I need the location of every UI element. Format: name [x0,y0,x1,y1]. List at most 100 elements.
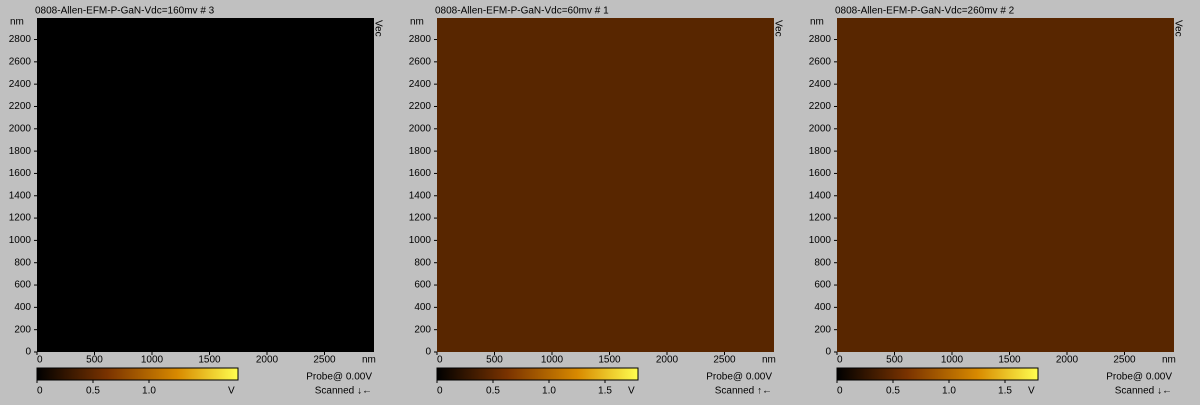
x-tick-label: 1000 [941,355,964,366]
x-tick-label: 2500 [313,355,336,366]
colorbar-tick-label: 1.0 [942,386,956,397]
y-tick-label: 2200 [9,101,32,112]
x-tick-label: 500 [486,355,503,366]
y-tick-label: 400 [14,302,31,313]
x-tick-label: 2000 [1056,355,1079,366]
y-tick-label: 2600 [9,56,32,67]
scan-panel: 0808-Allen-EFM-P-GaN-Vdc=60mv # 1 nm Vec 0 2… [409,6,784,397]
y-tick-label: 2000 [9,123,32,134]
y-tick-label: 600 [814,280,831,291]
scan-direction: Scanned ↓← [315,386,372,397]
colorbar-tick-label: 0.5 [86,386,100,397]
colorbar-tick-label: 1.0 [542,386,556,397]
y-tick-label: 600 [414,280,431,291]
x-unit: nm [362,355,376,366]
x-tick-label: 2000 [256,355,279,366]
scan-image [437,18,774,352]
panel-title: 0808-Allen-EFM-P-GaN-Vdc=60mv # 1 [435,6,609,17]
x-tick-label: 0 [37,355,43,366]
scan-panel: 0808-Allen-EFM-P-GaN-Vdc=260mv # 2 nm Vec 0… [809,6,1184,397]
y-tick-label: 1200 [809,213,832,224]
side-label: Vec [772,20,783,37]
colorbar [836,367,1039,381]
y-tick-label: 2400 [809,79,832,90]
y-tick-label: 2800 [409,34,432,45]
y-tick-label: 200 [414,324,431,335]
x-tick-label: 2500 [1113,355,1136,366]
y-tick-label: 1800 [409,146,432,157]
colorbar-tick-label: 0.5 [886,386,900,397]
colorbar-tick-label: 1.0 [142,386,156,397]
x-tick-label: 500 [86,355,103,366]
scan-image [837,18,1174,352]
y-tick-label: 0 [825,347,831,358]
x-tick-label: 1500 [998,355,1021,366]
x-tick-label: 2500 [713,355,736,366]
side-label: Vec [1172,20,1183,37]
y-tick-label: 200 [14,324,31,335]
y-tick-label: 1400 [409,190,432,201]
y-unit: nm [10,17,24,28]
y-tick-label: 2800 [9,34,32,45]
y-tick-label: 2400 [9,79,32,90]
y-tick-label: 2400 [409,79,432,90]
colorbar-tick-label: 1.5 [598,386,612,397]
y-tick-label: 2600 [409,56,432,67]
side-label: Vec [372,20,383,37]
x-tick-label: 1000 [141,355,164,366]
y-tick-label: 1800 [9,146,32,157]
probe-setting: Probe@ 0.00V [1106,372,1172,383]
y-tick-label: 800 [414,257,431,268]
y-unit: nm [410,17,424,28]
y-tick-label: 1600 [809,168,832,179]
x-tick-label: 1500 [598,355,621,366]
x-unit: nm [762,355,776,366]
y-tick-label: 1600 [409,168,432,179]
colorbar-unit: V [228,386,235,397]
y-tick-label: 2200 [809,101,832,112]
y-tick-label: 1200 [9,213,32,224]
y-tick-label: 600 [14,280,31,291]
y-tick-label: 1400 [809,190,832,201]
scan-direction: Scanned ↓← [1115,386,1172,397]
x-tick-label: 2000 [656,355,679,366]
scan-image [37,18,374,352]
colorbar-tick-label: 0 [837,386,843,397]
x-tick-label: 1000 [541,355,564,366]
y-tick-label: 800 [814,257,831,268]
panel-title: 0808-Allen-EFM-P-GaN-Vdc=160mv # 3 [35,6,215,17]
colorbar-tick-label: 0.5 [486,386,500,397]
y-tick-label: 2000 [409,123,432,134]
colorbar [436,367,639,381]
colorbar-tick-label: 0 [37,386,43,397]
colorbar-tick-label: 1.5 [998,386,1012,397]
y-tick-label: 1000 [809,235,832,246]
y-tick-label: 1200 [409,213,432,224]
y-tick-label: 800 [14,257,31,268]
colorbar [36,367,239,381]
colorbar-tick-label: 0 [437,386,443,397]
probe-setting: Probe@ 0.00V [706,372,772,383]
y-tick-label: 1800 [809,146,832,157]
x-tick-label: 0 [437,355,443,366]
y-tick-label: 0 [25,347,31,358]
y-tick-label: 1000 [409,235,432,246]
x-tick-label: 500 [886,355,903,366]
y-tick-label: 200 [814,324,831,335]
scan-direction: Scanned ↑← [715,386,772,397]
x-tick-label: 0 [837,355,843,366]
x-unit: nm [1162,355,1176,366]
probe-setting: Probe@ 0.00V [306,372,372,383]
y-tick-label: 400 [814,302,831,313]
x-tick-label: 1500 [198,355,221,366]
panel-title: 0808-Allen-EFM-P-GaN-Vdc=260mv # 2 [835,6,1015,17]
y-tick-label: 1400 [9,190,32,201]
y-unit: nm [810,17,824,28]
y-tick-label: 2000 [809,123,832,134]
scan-panel: 0808-Allen-EFM-P-GaN-Vdc=160mv # 3 nm Vec 0… [9,6,384,397]
colorbar-unit: V [1028,386,1035,397]
y-tick-label: 2200 [409,101,432,112]
y-tick-label: 1600 [9,168,32,179]
